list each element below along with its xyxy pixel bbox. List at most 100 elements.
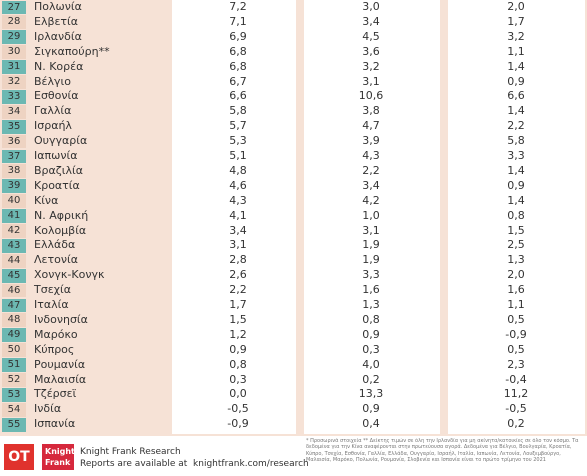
table-row: 30 Σιγκαπούρη** 6,8 3,6 1,1 [0,45,587,60]
value-cell: 3,9 [362,134,380,148]
table-row: 45 Χονγκ-Κονγκ 2,6 3,3 2,0 [0,268,587,283]
value-cell: 3,4 [362,14,380,28]
value-cell: 1,4 [507,163,525,177]
value-cell: 3,1 [362,223,380,237]
rank-cell: 37 [2,149,26,164]
value-cell: 3,3 [362,268,380,282]
rank-cell: 38 [2,164,26,179]
rank-cell: 55 [2,417,26,432]
footer: OT Knight Frank Knight Frank Research Re… [0,436,587,476]
value-cell: 1,1 [507,298,525,311]
value-cell: 3,0 [362,0,380,13]
table-row: 47 Ιταλία 1,7 1,3 1,1 [0,298,587,313]
rank-cell: 39 [2,179,26,194]
table-row: 37 Ιαπωνία 5,1 4,3 3,3 [0,149,587,164]
value-cell: 1,5 [229,312,247,326]
value-cell: 0,9 [229,342,247,356]
table-row: 46 Τσεχία 2,2 1,6 1,6 [0,283,587,298]
value-cell: -0,9 [227,417,249,431]
table-row: 44 Λετονία 2,8 1,9 1,3 [0,253,587,268]
value-cell: 0,8 [362,312,380,326]
value-cell: 4,1 [229,208,247,222]
value-cell: 3,1 [229,238,247,252]
rank-cell: 36 [2,134,26,149]
value-cell: 2,6 [229,268,247,282]
rank-cell: 54 [2,402,26,417]
value-cell: 6,6 [229,89,247,103]
rank-cell: 42 [2,224,26,238]
rank-cell: 35 [2,119,26,134]
table-row: 52 Μαλαισία 0,3 0,2 -0,4 [0,373,587,388]
country-name: Κροατία [34,178,80,192]
brand: Knight Frank Research [80,447,181,457]
value-cell: 1,9 [362,253,380,267]
rank-cell: 50 [2,343,26,358]
table-row: 28 Ελβετία 7,1 3,4 1,7 [0,15,587,30]
value-cell: 7,1 [229,14,247,28]
table-row: 55 Ισπανία -0,9 0,4 0,2 [0,417,587,432]
value-cell: -0,4 [505,372,527,386]
table-row: 33 Εσθονία 6,6 10,6 6,6 [0,89,587,104]
rank-cell: 48 [2,313,26,328]
country-name: Ιαπωνία [34,149,78,162]
table-row: 29 Ιρλανδία 6,9 4,5 3,2 [0,30,587,45]
country-name: Ν. Κορέα [34,59,84,73]
table-row: 43 Ελλάδα 3,1 1,9 2,5 [0,238,587,253]
rank-cell: 40 [2,194,26,209]
country-name: Λετονία [34,253,78,267]
value-cell: 5,7 [229,119,247,133]
value-cell: 5,1 [229,149,247,162]
value-cell: 1,3 [362,298,380,311]
country-name: Σιγκαπούρη** [34,44,110,58]
kf-logo: Knight Frank [42,444,75,470]
kf-logo-text: Frank [45,458,71,467]
value-cell: 3,4 [362,178,380,192]
value-cell: 5,8 [507,134,525,148]
value-cell: 2,2 [229,283,247,297]
value-cell: 3,8 [362,104,380,118]
country-name: Τζέρσεϊ [34,387,77,401]
value-cell: 6,7 [229,74,247,88]
country-name: Ισραήλ [34,119,72,133]
country-name: Ρουμανία [34,357,86,371]
column-band [448,0,585,434]
value-cell: 1,0 [362,208,380,222]
value-cell: 3,2 [507,29,525,43]
table-row: 53 Τζέρσεϊ 0,0 13,3 11,2 [0,387,587,402]
value-cell: 0,9 [507,74,525,88]
country-name: Βραζιλία [34,163,83,177]
value-cell: 1,2 [229,327,247,341]
country-name: Ελλάδα [34,238,76,252]
rank-cell: 46 [2,283,26,298]
value-cell: 4,2 [362,193,380,207]
country-name: Μαλαισία [34,372,87,386]
table-row: 34 Γαλλία 5,8 3,8 1,4 [0,104,587,119]
table: 27 Πολωνία 7,2 3,0 2,0 28 Ελβετία 7,1 3,4 1,7 29 Ιρ… [0,0,587,434]
value-cell: 3,1 [362,74,380,88]
country-name: Κύπρος [34,342,75,356]
column-band [172,0,296,434]
reports: Reports are available at knightfrank.com… [80,459,309,469]
kf-logo-text: Knight [45,447,75,456]
country-name: Εσθονία [34,89,79,103]
rank-cell: 41 [2,209,26,223]
value-cell: 1,9 [362,238,380,252]
value-cell: 4,8 [229,163,247,177]
value-cell: -0,5 [505,402,527,416]
value-cell: 6,8 [229,44,247,58]
country-name: Πολωνία [34,0,82,13]
value-cell: 1,4 [507,104,525,118]
rank-cell: 30 [2,45,26,60]
table-row: 40 Κίνα 4,3 4,2 1,4 [0,194,587,209]
value-cell: 1,3 [507,253,525,267]
value-cell: 2,5 [507,238,525,252]
value-cell: 3,3 [507,149,525,162]
value-cell: 0,9 [362,327,380,341]
value-cell: 3,6 [362,44,380,58]
country-name: Κίνα [34,193,59,207]
value-cell: 4,3 [362,149,380,162]
value-cell: 7,2 [229,0,247,13]
value-cell: 1,6 [507,283,525,297]
value-cell: 1,1 [507,44,525,58]
